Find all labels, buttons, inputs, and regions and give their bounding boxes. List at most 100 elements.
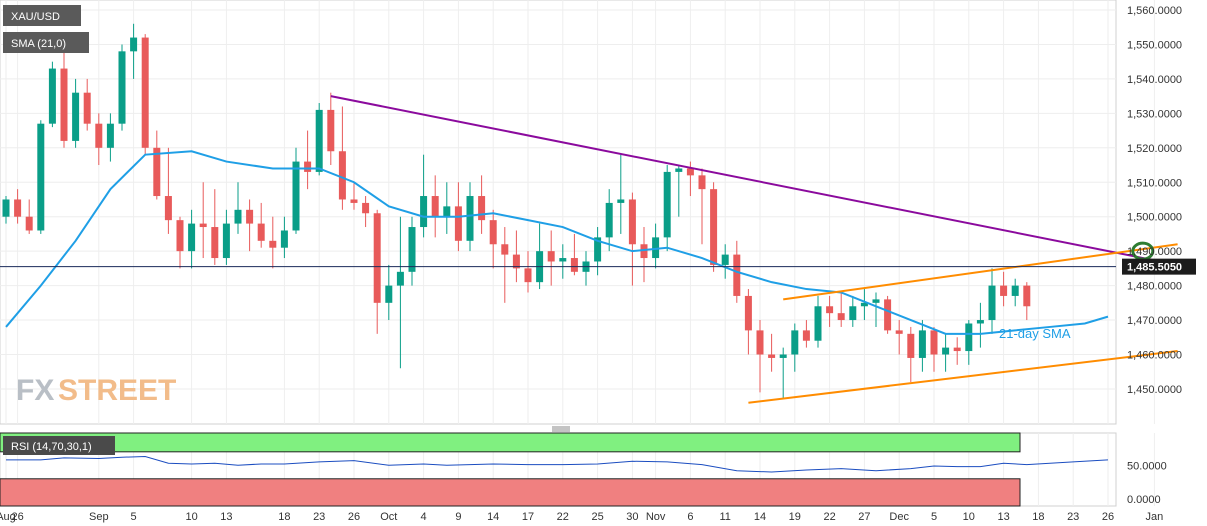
rsi-oversold-zone (0, 478, 1021, 507)
fxstreet-watermark: FX STREET (16, 374, 176, 407)
candle-body (315, 109, 323, 172)
candle-body (443, 206, 451, 217)
price-tick-label: 1,490.0000 (1127, 246, 1182, 258)
candle-body (547, 251, 555, 262)
candle-body (814, 306, 822, 341)
candle-body (362, 202, 370, 214)
resistance-trendline (330, 95, 1178, 266)
candle-body (605, 202, 613, 238)
time-tick-label: 11 (719, 511, 730, 523)
candle-body (640, 244, 648, 259)
time-tick-label: 14 (487, 511, 499, 523)
candle-body (953, 347, 961, 352)
rsi-line (6, 456, 1109, 473)
candle-body (872, 299, 880, 303)
candle-body (118, 51, 126, 124)
candle-body (1023, 285, 1031, 307)
candle-body (942, 347, 950, 355)
time-tick-label: 27 (858, 511, 870, 523)
candle-body (686, 168, 694, 176)
candle-body (408, 227, 416, 272)
candle-body (965, 323, 973, 352)
candle-body (652, 237, 660, 259)
candle-body (756, 330, 764, 355)
time-tick-label: 18 (1032, 511, 1044, 523)
candle-body (466, 196, 474, 241)
candle-body (246, 209, 254, 224)
time-tick-label: Nov (646, 511, 666, 523)
price-tick-label: 1,540.0000 (1127, 74, 1182, 86)
watermark-fx: FX (16, 374, 54, 407)
price-tick-label: 1,470.0000 (1127, 315, 1182, 327)
candle-body (199, 223, 207, 228)
time-tick-label: 10 (963, 511, 975, 523)
candle-body (779, 354, 787, 358)
candle-body (895, 330, 903, 334)
candle-body (802, 330, 810, 341)
time-tick-label: 17 (522, 511, 534, 523)
time-tick-label: 26 (1102, 511, 1114, 523)
rsi-badge: RSI (14,70,30,1) (3, 436, 115, 455)
time-tick-label: 5 (931, 511, 937, 523)
candle-body (907, 333, 915, 358)
candle-body (849, 306, 857, 321)
candle-body (385, 285, 393, 303)
candle-body (373, 213, 381, 303)
time-tick-label: 10 (185, 511, 197, 523)
candle-body (976, 320, 984, 324)
price-tick-label: 1,450.0000 (1127, 384, 1182, 396)
candle-body (1000, 285, 1008, 296)
candle-body (25, 216, 33, 231)
candle-body (988, 285, 996, 321)
price-panel-frame (0, 0, 1117, 425)
candle-body (222, 223, 230, 259)
rsi-label: RSI (14,70,30,1) (11, 441, 92, 453)
time-tick-label: 14 (754, 511, 766, 523)
time-tick-label: 13 (220, 511, 232, 523)
axes: 1,450.0000 1,460.0000 1,470.0000 1,480.0000… (0, 5, 1182, 523)
candle-body (454, 206, 462, 241)
sma-annotation: 21-day SMA (999, 326, 1071, 341)
candle-body (2, 199, 10, 217)
sma-line (5, 150, 1109, 335)
candle-body (489, 220, 497, 245)
overlay-lines (0, 95, 1178, 404)
time-tick-label: 19 (789, 511, 801, 523)
rsi-panel (0, 432, 1109, 507)
time-tick-label: 22 (557, 511, 569, 523)
time-tick-label: 5 (131, 511, 137, 523)
candle-body (860, 302, 868, 307)
candle-body (628, 199, 636, 245)
watermark-street: STREET (58, 374, 176, 407)
candle-body (396, 271, 404, 286)
time-tick-label: 13 (997, 511, 1009, 523)
candle-body (420, 196, 428, 228)
time-tick-label: Sep (89, 511, 109, 523)
rsi-tick-label: 0.0000 (1127, 494, 1161, 506)
candle-body (304, 161, 312, 172)
candle-body (106, 123, 114, 148)
price-tick-label: 1,530.0000 (1127, 108, 1182, 120)
time-tick-label: 30 (626, 511, 638, 523)
candle-body (698, 175, 706, 190)
candle-body (1011, 285, 1019, 296)
candle-body (350, 199, 358, 203)
candle-body (478, 196, 486, 221)
candle-body (280, 230, 288, 248)
rsi-overbought-zone (0, 432, 1021, 453)
candle-body (570, 258, 578, 272)
candle-body (338, 151, 346, 200)
candle-body (675, 168, 683, 172)
candle-body (768, 354, 776, 358)
candle-body (269, 240, 277, 248)
candle-body (826, 306, 834, 314)
candle-body (663, 171, 671, 238)
candle-body (83, 92, 91, 124)
channel-lower-trendline (748, 350, 1178, 404)
candle-body (211, 227, 219, 259)
last-price-value: 1,485.5050 (1127, 262, 1182, 274)
panel-splitter-handle[interactable] (550, 426, 572, 432)
symbol-label: XAU/USD (11, 11, 60, 23)
time-tick-label: Oct (380, 511, 397, 523)
time-tick-label: 4 (421, 511, 427, 523)
